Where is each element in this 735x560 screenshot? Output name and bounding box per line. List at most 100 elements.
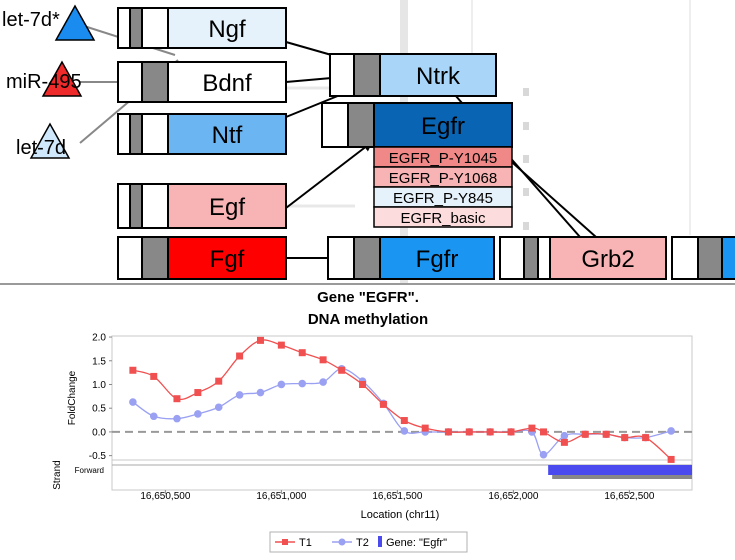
egfr-subnode-label: EGFR_P-Y1068 — [389, 170, 497, 187]
data-point-t1 — [444, 428, 452, 436]
gene-node-ngf[interactable]: Ngf — [117, 7, 287, 49]
data-point-t2 — [319, 378, 327, 386]
gene-label-fgfr: Fgfr — [416, 246, 459, 273]
gene-node-ntf[interactable]: Ntf — [117, 113, 287, 155]
data-point-t1 — [298, 349, 306, 357]
legend-item-t1: T1 — [275, 537, 312, 549]
data-point-t1 — [602, 430, 610, 438]
data-point-t1 — [507, 428, 515, 436]
plot-area — [111, 335, 693, 461]
data-point-t1 — [486, 428, 494, 436]
x-axis-ticks: 16,650,500 16,651,000 16,651,500 16,652,000… — [140, 490, 655, 502]
gene-node-fgf[interactable]: Fgf — [117, 236, 287, 280]
network-canvas: Ngf Bdnf Ntf Egf Fgf Ntrk Egfr — [2, 0, 735, 283]
chart-title-line1: Gene "EGFR". — [317, 289, 419, 306]
data-point-t1 — [642, 434, 650, 442]
data-point-t2 — [560, 431, 569, 440]
data-point-t2 — [194, 410, 202, 418]
chart-title-line2: DNA methylation — [308, 311, 428, 328]
gene-track-bar — [548, 465, 692, 475]
x-tick-label: 16,652,000 — [488, 491, 538, 502]
svg-text:Gene: "Egfr": Gene: "Egfr" — [386, 537, 447, 549]
gene-node-ntrk[interactable]: Ntrk — [329, 53, 497, 97]
y-tick-label: -0.5 — [89, 451, 107, 462]
y-tick-label: 1.5 — [92, 356, 106, 367]
gene-label-bdnf: Bdnf — [202, 70, 252, 97]
data-point-t2 — [298, 379, 307, 388]
gene-node-fgfr[interactable]: Fgfr — [327, 236, 495, 280]
data-point-t1 — [379, 400, 387, 408]
data-point-t1 — [194, 389, 202, 397]
data-point-t1 — [528, 424, 536, 432]
data-point-t1 — [215, 377, 223, 385]
y-tick-label: 0.5 — [92, 404, 106, 415]
gene-label-fgf: Fgf — [210, 246, 245, 273]
panel-divider[interactable] — [0, 283, 735, 285]
data-point-t2 — [235, 391, 244, 399]
strand-axis-label: Strand — [52, 460, 63, 489]
mirna-label-mir495: miR-495 — [6, 71, 82, 93]
data-point-t2 — [129, 398, 137, 406]
data-point-t1 — [421, 424, 429, 432]
methylation-chart: Gene "EGFR". DNA methylation FoldChange … — [52, 289, 693, 553]
egfr-subnode-label: EGFR_P-Y1045 — [389, 150, 497, 167]
data-point-t1 — [338, 366, 346, 374]
data-point-t1 — [319, 356, 327, 364]
data-point-t2 — [539, 450, 548, 459]
data-point-t1 — [173, 395, 181, 403]
data-point-t1 — [256, 336, 264, 344]
data-series — [129, 336, 675, 463]
data-point-t2 — [277, 380, 286, 389]
data-point-t1 — [150, 372, 158, 380]
y-axis-label: FoldChange — [67, 370, 78, 425]
y-axis-ticks: 2.0 1.5 1.0 0.5 0.0 -0.5 — [89, 333, 112, 462]
data-point-t1 — [465, 428, 473, 436]
data-point-t1 — [129, 366, 137, 374]
gene-node-egf[interactable]: Egf — [117, 183, 287, 229]
data-point-t2 — [214, 403, 223, 412]
egfr-subnode-label: EGFR_P-Y845 — [393, 190, 493, 207]
gene-node-bdnf[interactable]: Bdnf — [117, 61, 287, 103]
network-view[interactable]: Ngf Bdnf Ntf Egf Fgf Ntrk Egfr — [0, 0, 735, 283]
gene-label-grb2: Grb2 — [581, 246, 634, 273]
data-point-t1 — [359, 380, 367, 388]
x-tick-label: 16,651,000 — [256, 491, 306, 502]
x-tick-label: 16,652,500 — [604, 491, 654, 502]
mirna-node-let7d[interactable]: let-7d — [16, 122, 71, 159]
gene-node-partial[interactable] — [671, 236, 735, 280]
gene-node-grb2[interactable]: Grb2 — [499, 236, 667, 280]
data-point-t1 — [621, 434, 629, 442]
gene-track-shadow — [552, 475, 692, 479]
y-tick-label: 1.0 — [92, 380, 106, 391]
data-point-t1 — [581, 430, 589, 438]
gene-label-ntf: Ntf — [212, 122, 243, 149]
gene-label-ngf: Ngf — [208, 16, 246, 43]
legend-item-gene: Gene: "Egfr" — [378, 536, 447, 549]
data-point-t1 — [236, 352, 244, 360]
y-tick-label: 2.0 — [92, 333, 106, 344]
data-point-t2 — [173, 414, 181, 423]
svg-text:T1: T1 — [299, 537, 312, 549]
mirna-label-let7d-star: let-7d* — [2, 9, 60, 31]
data-point-t2 — [400, 427, 409, 435]
mirna-node-mir495[interactable]: miR-495 — [6, 60, 83, 97]
data-point-t1 — [560, 438, 568, 446]
chart-legend: T1 T2 Gene: "Egfr" — [269, 531, 468, 553]
data-point-t2 — [256, 388, 265, 397]
mirna-node-let7d-star[interactable]: let-7d* — [2, 4, 96, 41]
data-point-t1 — [540, 428, 548, 436]
mirna-label-let7d: let-7d — [16, 137, 66, 159]
gene-node-egfr[interactable]: Egfr EGFR_P-Y1045 EGFR_P-Y1068 EGFR_P-Y8… — [321, 102, 513, 228]
data-point-t2 — [667, 427, 675, 435]
data-point-t1 — [277, 341, 285, 349]
gene-track — [548, 465, 692, 479]
forward-label: Forward — [75, 466, 104, 475]
methylation-chart-panel: Gene "EGFR". DNA methylation FoldChange … — [0, 285, 735, 555]
legend-item-t2: T2 — [332, 537, 369, 549]
gene-label-ntrk: Ntrk — [416, 63, 461, 90]
data-point-t1 — [400, 417, 408, 425]
gene-label-egf: Egf — [209, 194, 245, 221]
x-axis-label: Location (chr11) — [361, 509, 440, 521]
gene-label-egfr: Egfr — [421, 113, 465, 140]
x-tick-label: 16,650,500 — [140, 491, 190, 502]
